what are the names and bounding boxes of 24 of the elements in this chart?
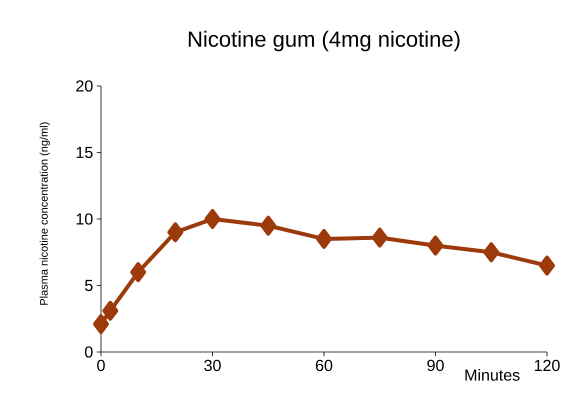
point <box>102 300 118 321</box>
point <box>130 262 146 282</box>
point <box>260 216 276 236</box>
point <box>93 314 109 334</box>
point <box>204 209 220 229</box>
point <box>316 228 332 249</box>
point <box>539 256 555 276</box>
y-axis-title: Plasma nicotine concentration (ng/ml) <box>40 122 50 305</box>
x-axis-title: Minutes <box>465 369 520 381</box>
y-tick-label: 15 <box>76 146 93 158</box>
point <box>483 242 500 262</box>
x-tick-label: 120 <box>534 360 560 372</box>
y-tick-label: 5 <box>84 280 93 292</box>
x-tick-label: 30 <box>204 360 221 372</box>
point <box>167 222 184 242</box>
x-tick-label: 90 <box>427 360 444 372</box>
point <box>428 236 444 256</box>
y-tick-label: 0 <box>84 346 93 358</box>
x-tick-label: 60 <box>316 360 332 372</box>
y-tick-label: 20 <box>76 80 93 92</box>
point <box>372 228 388 248</box>
y-tick-label: 10 <box>76 213 93 225</box>
chart-title: Nicotine gum (4mg nicotine) <box>188 30 460 52</box>
x-tick-label: 0 <box>97 360 105 372</box>
